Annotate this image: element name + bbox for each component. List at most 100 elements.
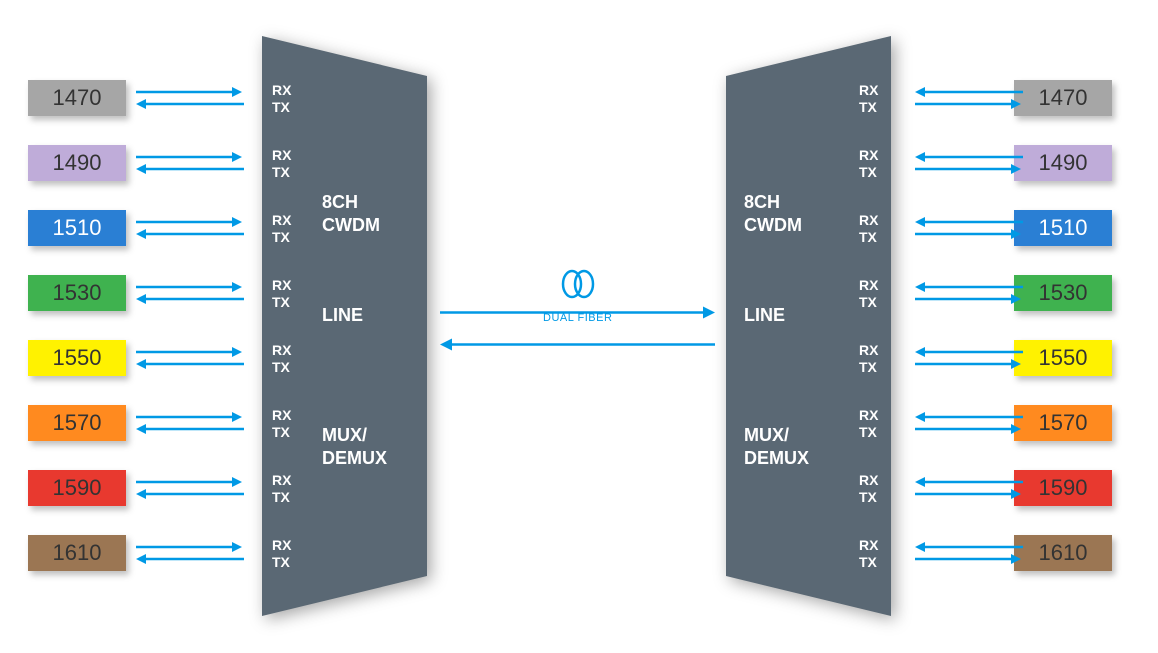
wavelength-label: 1610 <box>53 540 102 566</box>
wavelength-label: 1550 <box>53 345 102 371</box>
wavelength-chip-right: 1570 <box>1014 405 1112 441</box>
left-muxdemux-label: MUX/ DEMUX <box>322 424 387 469</box>
wavelength-chip-left: 1490 <box>28 145 126 181</box>
right-port: RXTX <box>859 342 878 376</box>
port-rx-label: RX <box>859 407 878 424</box>
port-tx-label: TX <box>859 359 878 376</box>
right-muxdemux-label: MUX/ DEMUX <box>744 424 809 469</box>
right-port: RXTX <box>859 537 878 571</box>
port-tx-label: TX <box>272 164 291 181</box>
left-port: RXTX <box>272 212 291 246</box>
left-port: RXTX <box>272 147 291 181</box>
port-rx-label: RX <box>859 147 878 164</box>
wavelength-chip-right: 1590 <box>1014 470 1112 506</box>
wavelength-chip-right: 1550 <box>1014 340 1112 376</box>
wavelength-label: 1590 <box>53 475 102 501</box>
port-rx-label: RX <box>272 277 291 294</box>
port-rx-label: RX <box>859 277 878 294</box>
port-rx-label: RX <box>272 147 291 164</box>
port-rx-label: RX <box>859 82 878 99</box>
port-tx-label: TX <box>272 424 291 441</box>
left-port: RXTX <box>272 407 291 441</box>
wavelength-label: 1530 <box>53 280 102 306</box>
port-tx-label: TX <box>272 229 291 246</box>
port-rx-label: RX <box>859 472 878 489</box>
rx-tx-arrow-right <box>915 83 1023 113</box>
wavelength-chip-left: 1590 <box>28 470 126 506</box>
wavelength-chip-left: 1510 <box>28 210 126 246</box>
wavelength-label: 1490 <box>1039 150 1088 176</box>
right-port: RXTX <box>859 407 878 441</box>
wavelength-label: 1490 <box>53 150 102 176</box>
rx-tx-arrow-right <box>915 473 1023 503</box>
left-port: RXTX <box>272 342 291 376</box>
port-tx-label: TX <box>859 489 878 506</box>
wavelength-label: 1470 <box>1039 85 1088 111</box>
wavelength-label: 1530 <box>1039 280 1088 306</box>
wavelength-label: 1470 <box>53 85 102 111</box>
wavelength-chip-left: 1550 <box>28 340 126 376</box>
wavelength-label: 1510 <box>53 215 102 241</box>
rx-tx-arrow-left <box>136 343 244 373</box>
left-port: RXTX <box>272 472 291 506</box>
line-arrow-left <box>440 334 715 352</box>
rx-tx-arrow-right <box>915 213 1023 243</box>
rx-tx-arrow-left <box>136 408 244 438</box>
port-tx-label: TX <box>859 229 878 246</box>
left-port: RXTX <box>272 277 291 311</box>
wavelength-chip-right: 1470 <box>1014 80 1112 116</box>
port-tx-label: TX <box>272 294 291 311</box>
rx-tx-arrow-right <box>915 538 1023 568</box>
wavelength-chip-left: 1470 <box>28 80 126 116</box>
port-rx-label: RX <box>859 537 878 554</box>
rx-tx-arrow-left <box>136 538 244 568</box>
port-rx-label: RX <box>272 82 291 99</box>
rx-tx-arrow-left <box>136 83 244 113</box>
wavelength-label: 1550 <box>1039 345 1088 371</box>
rx-tx-arrow-left <box>136 473 244 503</box>
right-port: RXTX <box>859 472 878 506</box>
wavelength-label: 1590 <box>1039 475 1088 501</box>
wavelength-chip-left: 1570 <box>28 405 126 441</box>
left-port: RXTX <box>272 537 291 571</box>
wavelength-chip-left: 1530 <box>28 275 126 311</box>
wavelength-label: 1610 <box>1039 540 1088 566</box>
right-line-label: LINE <box>744 304 785 327</box>
wavelength-chip-right: 1530 <box>1014 275 1112 311</box>
right-port: RXTX <box>859 147 878 181</box>
port-tx-label: TX <box>272 489 291 506</box>
right-port: RXTX <box>859 82 878 116</box>
rx-tx-arrow-left <box>136 213 244 243</box>
rx-tx-arrow-right <box>915 343 1023 373</box>
port-rx-label: RX <box>272 212 291 229</box>
port-tx-label: TX <box>859 554 878 571</box>
port-tx-label: TX <box>859 99 878 116</box>
left-port: RXTX <box>272 82 291 116</box>
rx-tx-arrow-left <box>136 278 244 308</box>
port-rx-label: RX <box>272 537 291 554</box>
right-port: RXTX <box>859 277 878 311</box>
port-rx-label: RX <box>859 212 878 229</box>
right-port: RXTX <box>859 212 878 246</box>
left-title: 8CH CWDM <box>322 191 380 236</box>
wavelength-chip-right: 1510 <box>1014 210 1112 246</box>
port-tx-label: TX <box>272 99 291 116</box>
rx-tx-arrow-left <box>136 148 244 178</box>
port-rx-label: RX <box>272 407 291 424</box>
left-line-label: LINE <box>322 304 363 327</box>
dual-fiber-label: DUAL FIBER <box>543 312 612 324</box>
port-tx-label: TX <box>859 294 878 311</box>
port-tx-label: TX <box>859 424 878 441</box>
right-title: 8CH CWDM <box>744 191 802 236</box>
rx-tx-arrow-right <box>915 148 1023 178</box>
wavelength-chip-right: 1610 <box>1014 535 1112 571</box>
port-rx-label: RX <box>272 342 291 359</box>
wavelength-label: 1570 <box>53 410 102 436</box>
port-rx-label: RX <box>859 342 878 359</box>
wavelength-chip-right: 1490 <box>1014 145 1112 181</box>
port-tx-label: TX <box>272 554 291 571</box>
port-rx-label: RX <box>272 472 291 489</box>
port-tx-label: TX <box>272 359 291 376</box>
wavelength-label: 1570 <box>1039 410 1088 436</box>
wavelength-chip-left: 1610 <box>28 535 126 571</box>
